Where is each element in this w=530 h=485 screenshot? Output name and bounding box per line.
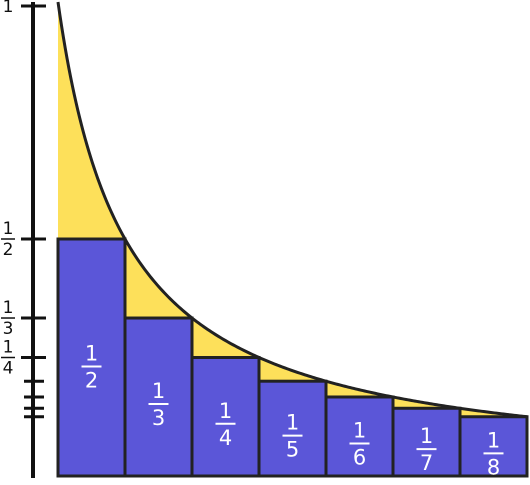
rectangle-label-1-over-3: 13 <box>148 379 169 430</box>
rectangle-label-denominator: 8 <box>487 455 500 479</box>
rectangle-label-numerator: 1 <box>286 411 299 435</box>
rectangle-label-numerator: 1 <box>487 428 500 452</box>
rectangle-label-1-over-8: 18 <box>483 428 504 479</box>
rectangle-label-denominator: 4 <box>219 426 232 450</box>
curve-1-over-x <box>56 1 528 419</box>
rectangle-label-denominator: 7 <box>420 451 433 475</box>
rectangle-label-1-over-2: 12 <box>81 342 102 393</box>
curve-group <box>56 1 528 419</box>
rectangle-label-1-over-4: 14 <box>215 399 236 450</box>
y-axis-label: 12 <box>1 219 15 260</box>
y-axis-label: 13 <box>1 298 15 339</box>
y-axis-label-value: 1 <box>3 0 14 17</box>
rectangle-label-1-over-5: 15 <box>282 411 303 462</box>
rectangle-label-numerator: 1 <box>219 399 232 423</box>
rectangle-label-numerator: 1 <box>85 342 98 366</box>
rectangle-label-1-over-6: 16 <box>349 418 370 469</box>
y-axis-label-denominator: 2 <box>3 240 14 260</box>
rectangle-label-numerator: 1 <box>353 418 366 442</box>
y-axis-label-denominator: 4 <box>3 359 14 379</box>
rectangle-label-denominator: 2 <box>85 369 98 393</box>
rectangle-label-denominator: 5 <box>286 438 299 462</box>
y-axis-label: 1 <box>3 0 14 17</box>
y-axis-label-numerator: 1 <box>3 338 14 358</box>
y-axis-label-numerator: 1 <box>3 298 14 318</box>
y-axis-label-denominator: 3 <box>3 319 14 339</box>
rectangle-label-numerator: 1 <box>152 379 165 403</box>
y-axis-label-numerator: 1 <box>3 219 14 239</box>
rectangle-label-denominator: 3 <box>152 406 165 430</box>
rectangle-label-1-over-7: 17 <box>416 424 437 475</box>
rectangles-group <box>56 237 529 478</box>
y-axis-label: 14 <box>1 338 15 379</box>
rectangle-label-numerator: 1 <box>420 424 433 448</box>
rectangle-1-over-3 <box>123 316 194 478</box>
rectangle-label-denominator: 6 <box>353 445 366 469</box>
